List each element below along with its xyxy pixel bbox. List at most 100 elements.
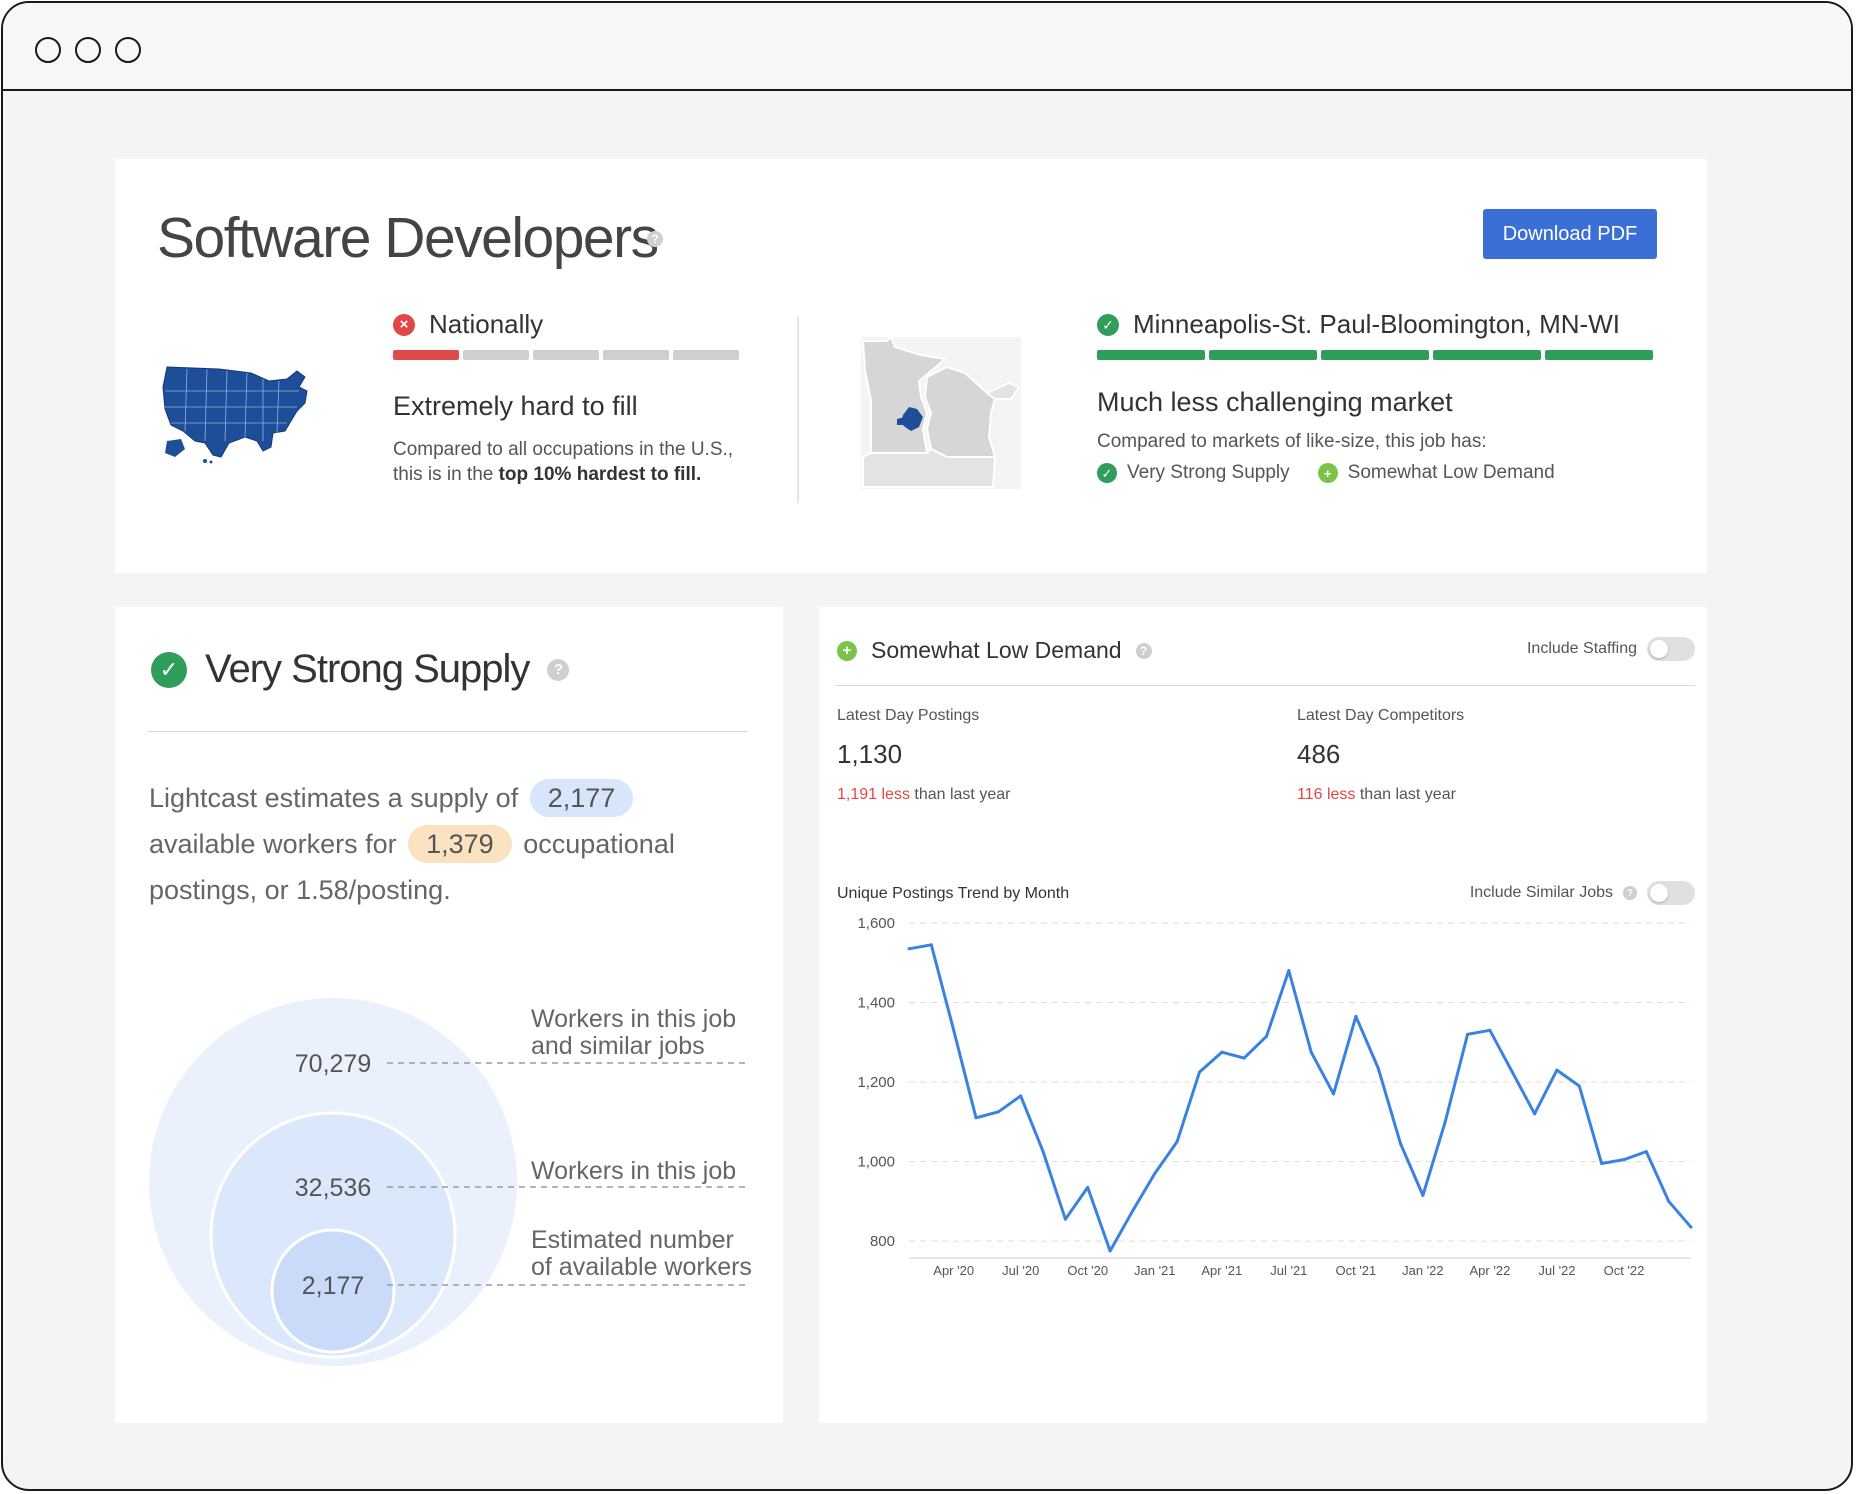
data-point xyxy=(1421,1193,1425,1197)
include-similar-toggle[interactable] xyxy=(1647,881,1695,905)
data-point xyxy=(1644,1150,1648,1154)
metro-description: Compared to markets of like-size, this j… xyxy=(1097,431,1487,452)
data-point xyxy=(1086,1185,1090,1189)
data-point xyxy=(1063,1217,1067,1221)
x-tick-label: Jul '21 xyxy=(1270,1263,1307,1278)
check-circle-icon: ✓ xyxy=(1097,313,1119,336)
bar-segment xyxy=(1321,350,1429,360)
x-tick-label: Oct '22 xyxy=(1604,1263,1645,1278)
bar-segment xyxy=(1545,350,1653,360)
latest-day-competitors: Latest Day Competitors 486 116 less than… xyxy=(1297,707,1464,804)
plus-circle-icon: + xyxy=(1317,463,1338,483)
bubble-label: of available workers xyxy=(531,1253,752,1281)
data-point xyxy=(1332,1092,1336,1096)
metro-label: Minneapolis-St. Paul-Bloomington, MN-WI xyxy=(1133,309,1620,339)
window-control-minimize[interactable] xyxy=(75,37,101,63)
data-point xyxy=(1443,1120,1447,1124)
demand-title: Somewhat Low Demand xyxy=(871,637,1122,663)
help-icon[interactable]: ? xyxy=(547,658,570,681)
metric-change: 1,191 less than last year xyxy=(837,786,1010,804)
metric-change-suffix: than last year xyxy=(1359,786,1456,803)
y-tick-label: 1,600 xyxy=(857,915,895,932)
help-icon[interactable]: ? xyxy=(1623,886,1637,900)
window-control-maximize[interactable] xyxy=(115,37,141,63)
bar-segment xyxy=(533,350,599,360)
data-point xyxy=(1220,1050,1224,1054)
latest-day-postings: Latest Day Postings 1,130 1,191 less tha… xyxy=(837,707,1010,804)
national-desc-bold: top 10% hardest to fill. xyxy=(498,464,702,485)
postings-value-pill: 1,379 xyxy=(408,825,512,863)
x-tick-label: Apr '22 xyxy=(1470,1263,1511,1278)
data-point xyxy=(1108,1249,1112,1253)
bar-segment xyxy=(463,350,529,360)
supply-panel: ✓ Very Strong Supply ? Lightcast estimat… xyxy=(115,607,783,1423)
bar-segment xyxy=(673,350,739,360)
data-point xyxy=(929,943,933,947)
divider xyxy=(835,685,1695,686)
us-map-icon xyxy=(162,366,308,464)
download-pdf-button[interactable]: Download PDF xyxy=(1483,209,1657,259)
help-icon[interactable]: ? xyxy=(647,231,663,247)
overview-panel: Software Developers ? Download PDF × Nat… xyxy=(115,159,1707,573)
data-point xyxy=(1622,1158,1626,1162)
data-point xyxy=(1287,969,1291,973)
metro-headline: Much less challenging market xyxy=(1097,387,1453,417)
supply-value-pill: 2,177 xyxy=(529,779,634,817)
supply-title: Very Strong Supply xyxy=(205,647,530,691)
bubble-label: Workers in this job xyxy=(531,1005,736,1033)
data-point xyxy=(1533,1112,1537,1116)
data-point xyxy=(974,1116,978,1120)
national-description: Compared to all occupations in the U.S.,… xyxy=(393,437,753,487)
y-tick-label: 1,400 xyxy=(857,994,895,1011)
bar-segment xyxy=(1209,350,1317,360)
tag-supply: ✓ Very Strong Supply xyxy=(1097,462,1290,484)
include-similar-control: Include Similar Jobs ? xyxy=(1470,881,1695,905)
supply-text-3: occupational postings, or 1.58/posting. xyxy=(149,829,675,905)
divider xyxy=(147,731,747,732)
trend-line xyxy=(908,943,1693,1253)
x-tick-label: Jan '22 xyxy=(1402,1263,1444,1278)
data-point xyxy=(1019,1094,1023,1098)
metro-tags: ✓ Very Strong Supply + Somewhat Low Dema… xyxy=(1097,462,1555,484)
data-point xyxy=(1175,1140,1179,1144)
supply-header: ✓ Very Strong Supply ? xyxy=(151,647,570,692)
help-icon[interactable]: ? xyxy=(1135,642,1152,659)
data-point xyxy=(1242,1056,1246,1060)
data-point xyxy=(952,1028,956,1032)
bubble-label: Workers in this job xyxy=(531,1157,736,1185)
data-point xyxy=(907,947,911,951)
y-tick-label: 800 xyxy=(870,1233,895,1250)
chart-title: Unique Postings Trend by Month xyxy=(837,885,1070,902)
data-point xyxy=(1376,1066,1380,1070)
include-staffing-toggle[interactable] xyxy=(1647,637,1695,661)
metric-label: Latest Day Competitors xyxy=(1297,707,1465,724)
data-point xyxy=(1354,1014,1358,1018)
bubble-label: Estimated number xyxy=(531,1226,734,1254)
data-point xyxy=(1264,1034,1268,1038)
bubble-value: 2,177 xyxy=(302,1272,365,1300)
x-tick-label: Apr '21 xyxy=(1201,1263,1242,1278)
metric-change-value: 1,191 less xyxy=(837,786,910,803)
check-circle-icon: ✓ xyxy=(151,651,187,688)
data-point xyxy=(1667,1199,1671,1203)
plus-circle-icon: + xyxy=(837,640,857,661)
window-control-close[interactable] xyxy=(35,37,61,63)
metric-change-suffix: than last year xyxy=(914,786,1011,803)
metric-label: Latest Day Postings xyxy=(837,707,980,724)
y-tick-label: 1,000 xyxy=(857,1154,895,1171)
national-label: Nationally xyxy=(429,309,544,339)
data-point xyxy=(1689,1225,1693,1229)
x-tick-label: Jul '20 xyxy=(1002,1263,1039,1278)
y-tick-label: 1,200 xyxy=(857,1074,895,1091)
data-point xyxy=(1041,1150,1045,1154)
include-staffing-control: Include Staffing xyxy=(1527,637,1695,661)
tag-demand: + Somewhat Low Demand xyxy=(1317,462,1555,484)
x-tick-label: Oct '21 xyxy=(1335,1263,1376,1278)
check-circle-icon: ✓ xyxy=(1097,463,1117,483)
demand-header: + Somewhat Low Demand ? xyxy=(837,637,1152,664)
supply-text-2: available workers for xyxy=(149,829,397,859)
data-point xyxy=(1130,1209,1134,1213)
metro-status: ✓ Minneapolis-St. Paul-Bloomington, MN-W… xyxy=(1097,309,1620,340)
x-tick-label: Jul '22 xyxy=(1538,1263,1575,1278)
